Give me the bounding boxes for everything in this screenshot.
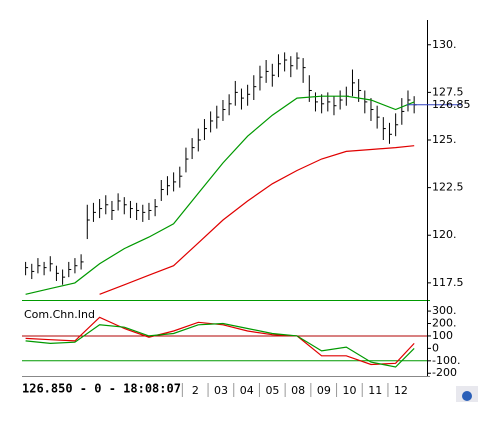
y-tick-label: 125. — [432, 133, 457, 146]
y-tick-label: -100. — [432, 354, 460, 367]
x-tick-label: 03 — [214, 384, 228, 397]
y-tick-label: 127.5 — [432, 85, 464, 98]
y-tick-label: 130. — [432, 38, 457, 51]
x-tick-label: 12 — [394, 384, 408, 397]
y-tick-label: -200 — [432, 366, 457, 379]
status-text: 126.850 - 0 - 18:08:07 — [22, 382, 181, 396]
x-tick-label: 04 — [240, 384, 254, 397]
y-tick-label: 100 — [432, 329, 453, 342]
x-tick-label: 10 — [343, 384, 357, 397]
y-tick-label: 122.5 — [432, 181, 464, 194]
x-tick-label: 08 — [291, 384, 305, 397]
status-bar — [0, 377, 486, 400]
x-tick-label: 11 — [368, 384, 382, 397]
y-tick-label: 300. — [432, 304, 457, 317]
y-tick-label: 117.5 — [432, 276, 464, 289]
y-tick-label: 0 — [432, 341, 439, 354]
indicator-line — [25, 322, 415, 368]
last-price-label: 126.85 — [432, 98, 471, 111]
x-tick-label: 2 — [192, 384, 199, 397]
y-tick-label: 120. — [432, 228, 457, 241]
y-tick-label: 200. — [432, 317, 457, 330]
panel-title: Com.Chn.Ind — [24, 308, 95, 321]
x-tick-label: 09 — [317, 384, 331, 397]
x-tick-label: 05 — [265, 384, 279, 397]
icon — [462, 391, 472, 401]
panel: 130. 127.5 125. 122.5 120. 117.5 126.85 — [25, 38, 471, 295]
scroll-icon[interactable] — [456, 386, 478, 402]
indicator-line — [99, 145, 415, 295]
indicator-line — [25, 316, 415, 366]
indicator-line — [25, 95, 415, 295]
